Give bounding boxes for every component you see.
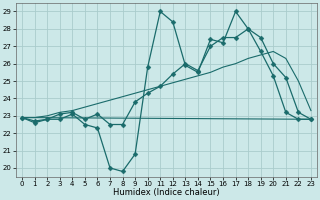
X-axis label: Humidex (Indice chaleur): Humidex (Indice chaleur) [113,188,220,197]
